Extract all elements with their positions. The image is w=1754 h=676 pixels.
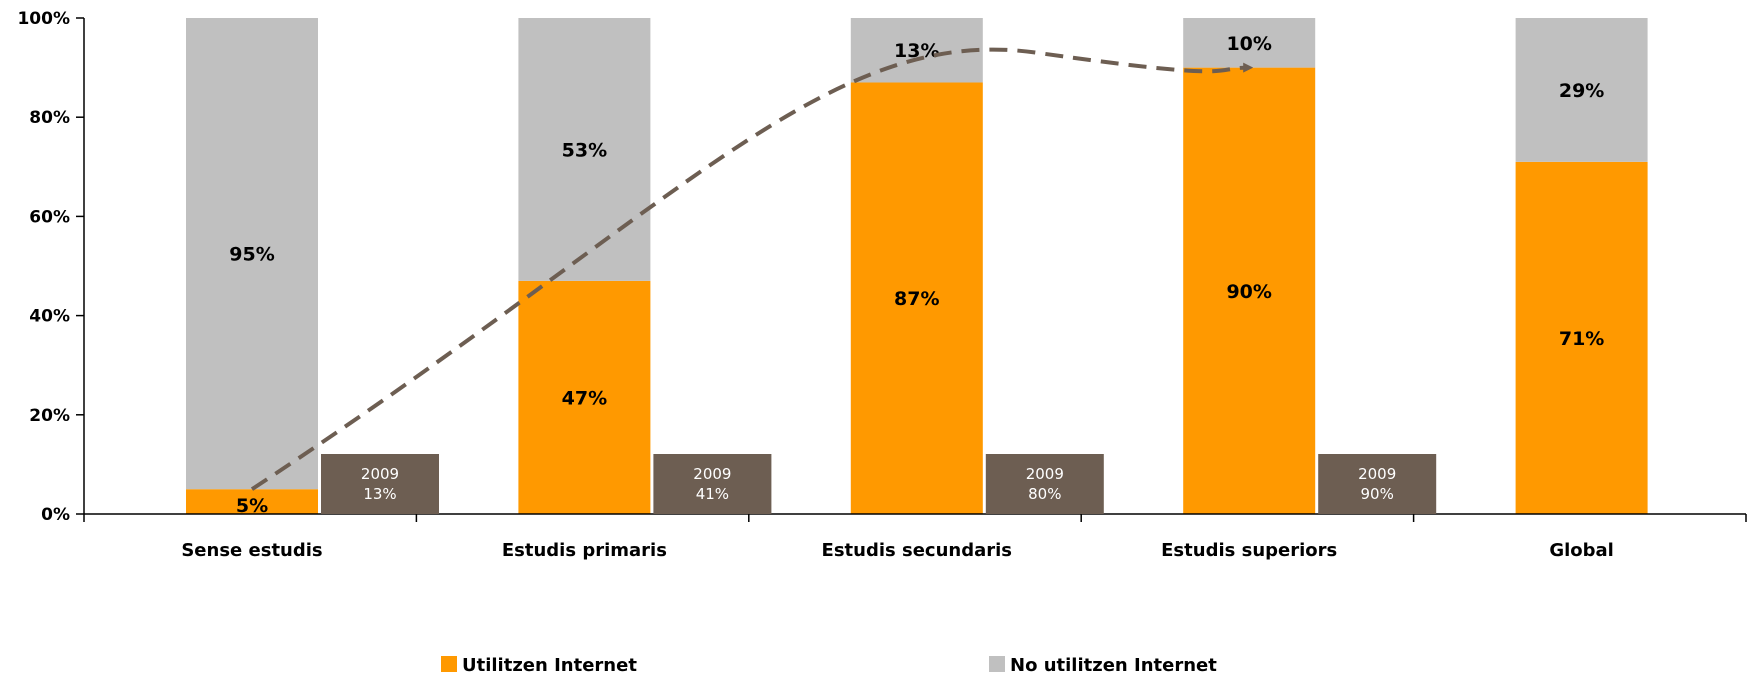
bar-segment bbox=[850, 82, 983, 514]
bar-segment bbox=[518, 280, 651, 514]
legend-swatch bbox=[989, 656, 1005, 672]
data-label: 47% bbox=[562, 387, 607, 409]
trend-arrow bbox=[250, 47, 1254, 491]
bar-segment bbox=[850, 18, 983, 83]
y-tick-label: 60% bbox=[29, 207, 70, 227]
data-label: 29% bbox=[1559, 80, 1604, 102]
annotation-value: 41% bbox=[696, 485, 729, 503]
annotation-year: 2009 bbox=[361, 465, 399, 483]
x-tick-label: Estudis primaris bbox=[502, 540, 667, 561]
y-tick-label: 0% bbox=[41, 505, 70, 525]
annotations-group: 2009 13% 2009 41% 2009 80% 2009 90% bbox=[321, 454, 1437, 514]
legend-label: Utilitzen Internet bbox=[462, 655, 637, 676]
y-tick-label: 40% bbox=[29, 307, 70, 327]
data-label: 5% bbox=[236, 495, 268, 517]
data-label: 53% bbox=[562, 139, 607, 161]
x-tick-label: Global bbox=[1549, 540, 1614, 561]
y-tick-label: 80% bbox=[29, 108, 70, 128]
data-label: 90% bbox=[1226, 281, 1271, 303]
annotation-year: 2009 bbox=[1026, 465, 1064, 483]
x-tick-label: Sense estudis bbox=[181, 540, 322, 561]
x-tick-label: Estudis superiors bbox=[1161, 540, 1337, 561]
bar-segment bbox=[186, 18, 318, 490]
x-tick-label: Estudis secundaris bbox=[822, 540, 1012, 561]
y-tick-label: 20% bbox=[29, 406, 70, 426]
bar-segment bbox=[518, 18, 651, 281]
bar-segment bbox=[1515, 18, 1648, 162]
bar-segment bbox=[1515, 161, 1648, 514]
legend: Utilitzen Internet No utilitzen Internet bbox=[441, 655, 1217, 676]
y-tick-label: 100% bbox=[17, 9, 70, 29]
bar-segment bbox=[186, 489, 318, 514]
data-label: 10% bbox=[1226, 33, 1271, 55]
data-label: 95% bbox=[229, 244, 274, 266]
annotation-box-2009 bbox=[1318, 454, 1437, 514]
annotation-value: 13% bbox=[363, 485, 396, 503]
annotation-box-2009 bbox=[321, 454, 439, 514]
annotation-year: 2009 bbox=[693, 465, 731, 483]
legend-swatch bbox=[441, 656, 457, 672]
data-label: 87% bbox=[894, 288, 939, 310]
bar-segment bbox=[1183, 18, 1316, 68]
annotation-box-2009 bbox=[653, 454, 772, 514]
bar-segment bbox=[1183, 67, 1316, 514]
annotation-year: 2009 bbox=[1358, 465, 1396, 483]
data-label: 13% bbox=[894, 40, 939, 62]
legend-label: No utilitzen Internet bbox=[1010, 655, 1217, 676]
annotation-value: 80% bbox=[1028, 485, 1061, 503]
bars-group: 5% 95% 47% 53% 87% 13% 90% 10% 71% 29% bbox=[186, 18, 1648, 517]
annotation-box-2009 bbox=[985, 454, 1104, 514]
data-label: 71% bbox=[1559, 328, 1604, 350]
annotation-value: 90% bbox=[1361, 485, 1394, 503]
trend-group bbox=[250, 47, 1254, 491]
